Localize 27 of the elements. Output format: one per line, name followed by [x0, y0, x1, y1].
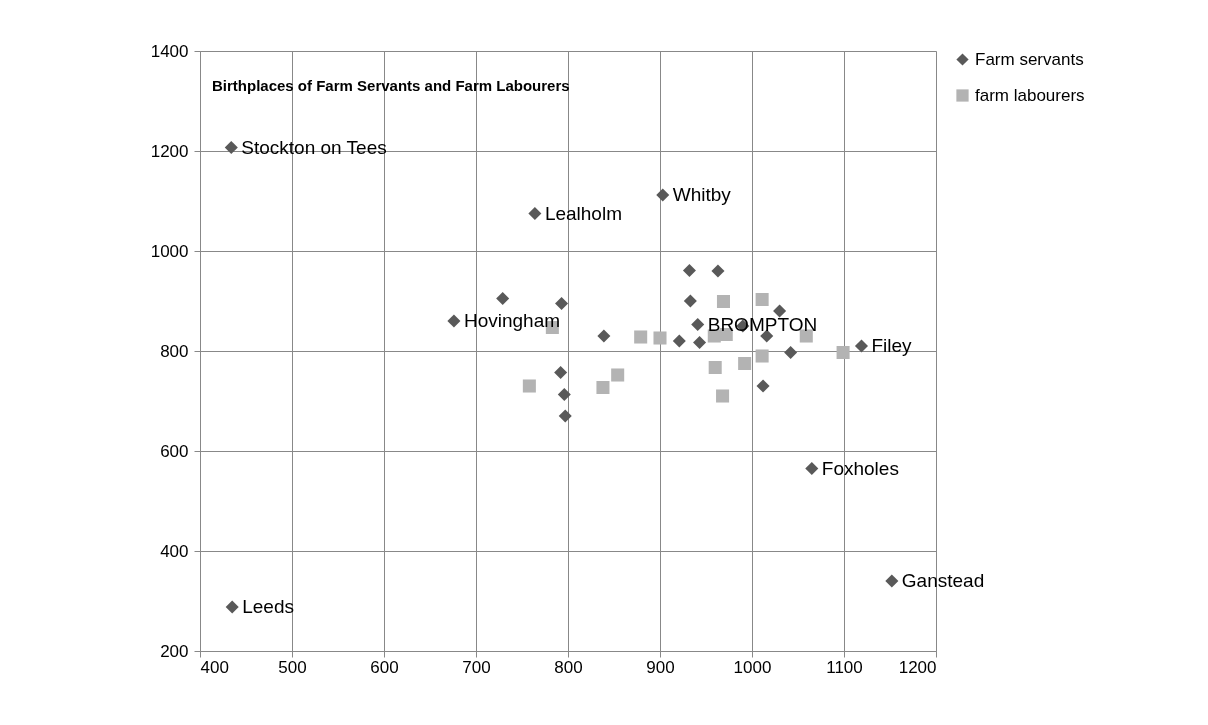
annotation: Foxholes: [821, 457, 899, 479]
x-tick-label: 900: [646, 657, 675, 677]
annotation: Leeds: [242, 596, 294, 617]
annotation: Whitby: [672, 184, 732, 205]
annotation: Stockton on Tees: [241, 136, 387, 158]
x-tick-label: 400: [200, 657, 229, 677]
annotation: Lealholm: [544, 202, 622, 224]
x-tick-label: 1100: [826, 657, 863, 677]
y-tick-label: 400: [160, 541, 189, 561]
x-tick-label: 600: [370, 657, 399, 677]
x-tick-label: 700: [462, 657, 491, 677]
annotation: Ganstead: [901, 570, 985, 591]
y-tick-label: 1200: [150, 141, 189, 161]
legend-label: farm labourers: [975, 85, 1085, 105]
x-tick-label: 1000: [733, 657, 772, 677]
y-tick-label: 1400: [150, 41, 189, 61]
legend-label: Farm servants: [975, 49, 1084, 69]
x-tick-label: 500: [278, 657, 307, 677]
text: Birthplaces of Farm Servants and Farm Labourers: [212, 77, 570, 94]
y-tick-label: 1000: [150, 241, 189, 261]
x-tick-label: 1200: [898, 657, 937, 677]
annotation: Filey: [871, 335, 913, 356]
y-tick-label: 600: [160, 441, 189, 461]
annotation: Hovingham: [463, 310, 561, 331]
y-tick-label: 800: [160, 341, 189, 361]
x-tick-label: 800: [554, 657, 583, 677]
y-tick-label: 200: [160, 641, 189, 661]
